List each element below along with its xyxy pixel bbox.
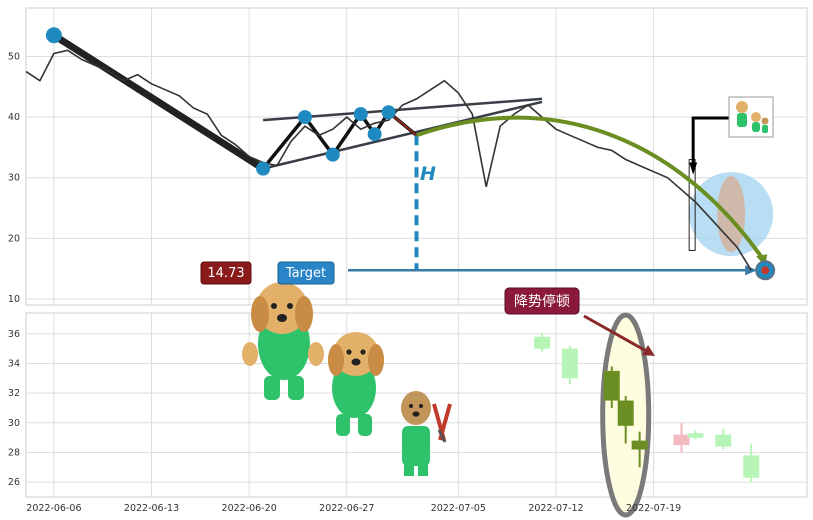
pattern-point <box>353 107 368 122</box>
price-panel: 10 20 30 40 50 <box>8 7 808 306</box>
target-value-badge: 14.73 <box>200 261 252 285</box>
y-tick-label: 30 <box>8 418 20 429</box>
price-line <box>25 49 752 271</box>
downtrend-line <box>50 31 267 173</box>
pattern-point <box>325 147 340 162</box>
pattern-point <box>256 161 271 176</box>
x-tick-label: 2022-06-27 <box>319 503 374 514</box>
y-tick-label: 26 <box>8 477 20 488</box>
pause-arrow <box>583 314 649 354</box>
y-tick-label: 28 <box>8 447 20 458</box>
lower-trend-line <box>262 100 543 170</box>
dog-mascot-icon <box>328 332 384 436</box>
x-ticks: 2022-06-06 2022-06-13 2022-06-20 2022-06-27… <box>26 503 681 514</box>
pattern-point <box>297 110 312 125</box>
callout-arrowhead <box>689 162 698 175</box>
x-tick-label: 2022-06-20 <box>222 503 277 514</box>
candle-body <box>673 434 690 446</box>
height-label: H <box>420 163 436 185</box>
dog-mascot-icon <box>242 282 324 400</box>
zigzag-pattern <box>261 109 418 170</box>
x-tick-label: 2022-06-06 <box>26 503 81 514</box>
candle-panel-frame <box>25 312 808 498</box>
y-tick-label: 40 <box>8 112 20 123</box>
price-annotations <box>50 31 774 276</box>
candle-body <box>687 433 704 438</box>
candle-body <box>617 400 634 426</box>
candle-body <box>631 440 648 450</box>
pattern-point <box>45 27 62 44</box>
target-value-text: 14.73 <box>207 266 244 281</box>
dog-mascot-icon <box>401 391 452 476</box>
candle-body <box>534 336 551 349</box>
x-tick-label: 2022-06-13 <box>124 503 179 514</box>
x-tick-label: 2022-07-12 <box>528 503 583 514</box>
pause-annotation-badge: 降势停顿 <box>504 287 580 315</box>
candle-body <box>603 370 620 401</box>
dog-mascot-icon <box>728 96 774 138</box>
y-tick-label: 30 <box>8 173 20 184</box>
pattern-point <box>381 105 396 120</box>
projection-arc <box>415 115 767 264</box>
callout-arrow <box>691 116 729 166</box>
y-tick-label: 36 <box>8 329 20 340</box>
y-tick-label: 50 <box>8 51 20 62</box>
x-tick-label: 2022-07-19 <box>626 503 681 514</box>
price-overlay <box>45 27 776 281</box>
target-point-center <box>761 266 770 275</box>
target-label-badge: Target <box>277 261 335 285</box>
y-tick-label: 32 <box>8 388 20 399</box>
x-tick-label: 2022-07-05 <box>431 503 486 514</box>
pause-annotation-text: 降势停顿 <box>514 293 570 310</box>
candles <box>534 314 760 483</box>
candle-body <box>561 348 578 379</box>
price-y-ticks: 10 20 30 40 50 <box>8 51 20 304</box>
pattern-point <box>367 127 382 142</box>
pause-arrowhead <box>642 345 655 356</box>
y-tick-label: 10 <box>8 294 20 305</box>
candle-body <box>715 434 732 447</box>
candle-y-ticks: 26 28 30 32 34 36 <box>8 329 20 488</box>
target-label-text: Target <box>285 266 326 281</box>
y-tick-label: 20 <box>8 233 20 244</box>
candle-body <box>743 455 760 478</box>
y-tick-label: 34 <box>8 358 20 369</box>
price-panel-frame <box>25 7 808 306</box>
